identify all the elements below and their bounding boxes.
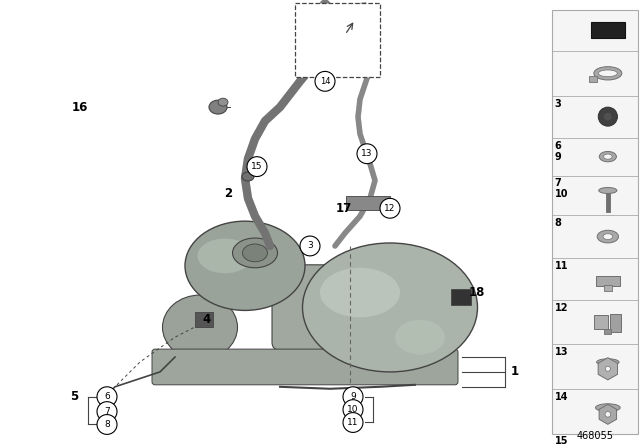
Ellipse shape (604, 154, 612, 159)
FancyBboxPatch shape (552, 10, 638, 435)
Ellipse shape (185, 221, 305, 310)
Text: 8: 8 (104, 420, 110, 429)
Ellipse shape (198, 238, 253, 273)
Ellipse shape (599, 188, 617, 194)
Text: 4: 4 (203, 313, 211, 326)
FancyBboxPatch shape (604, 329, 611, 334)
FancyBboxPatch shape (195, 312, 213, 327)
Text: 6: 6 (104, 392, 110, 401)
Text: 10: 10 (348, 405, 359, 414)
Ellipse shape (594, 67, 622, 80)
Text: 5: 5 (70, 390, 78, 403)
Ellipse shape (605, 412, 611, 417)
FancyBboxPatch shape (346, 196, 390, 210)
Text: 11: 11 (348, 418, 359, 427)
Circle shape (343, 400, 363, 419)
Circle shape (357, 144, 377, 164)
Text: 15: 15 (555, 436, 568, 446)
Ellipse shape (597, 230, 618, 243)
Ellipse shape (163, 295, 237, 359)
Text: 6
9: 6 9 (555, 141, 561, 162)
Text: 1: 1 (511, 366, 519, 379)
Circle shape (315, 71, 335, 91)
FancyBboxPatch shape (591, 22, 625, 39)
Circle shape (343, 413, 363, 432)
Text: 13: 13 (555, 347, 568, 358)
Ellipse shape (395, 320, 445, 354)
FancyBboxPatch shape (610, 314, 621, 332)
Circle shape (97, 402, 117, 422)
Ellipse shape (218, 98, 228, 106)
FancyBboxPatch shape (596, 276, 620, 286)
Text: 3: 3 (307, 241, 313, 250)
Ellipse shape (596, 359, 619, 366)
Ellipse shape (603, 234, 612, 240)
Circle shape (300, 236, 320, 256)
Text: 16: 16 (72, 101, 88, 114)
Text: 3: 3 (555, 99, 561, 108)
Text: 468055: 468055 (577, 431, 613, 441)
Ellipse shape (605, 366, 611, 371)
Circle shape (97, 387, 117, 407)
Circle shape (380, 198, 400, 218)
Circle shape (247, 157, 267, 177)
Text: 9: 9 (350, 392, 356, 401)
Text: 7
10: 7 10 (555, 178, 568, 199)
Text: 17: 17 (336, 202, 352, 215)
Ellipse shape (209, 100, 227, 114)
Text: 18: 18 (469, 286, 485, 299)
Ellipse shape (604, 112, 612, 121)
Text: 7: 7 (104, 407, 110, 416)
Text: 12: 12 (555, 303, 568, 313)
Text: 13: 13 (361, 149, 372, 158)
Ellipse shape (599, 151, 616, 162)
Text: 15: 15 (252, 162, 263, 171)
Ellipse shape (232, 238, 278, 268)
Circle shape (343, 387, 363, 407)
Ellipse shape (595, 404, 620, 412)
Ellipse shape (303, 243, 477, 372)
FancyBboxPatch shape (589, 76, 596, 82)
Text: 8: 8 (555, 219, 561, 228)
Text: 14: 14 (320, 77, 330, 86)
Ellipse shape (598, 107, 618, 126)
FancyBboxPatch shape (295, 3, 380, 78)
Ellipse shape (243, 244, 268, 262)
Text: 12: 12 (384, 204, 396, 213)
FancyBboxPatch shape (604, 285, 612, 292)
FancyBboxPatch shape (595, 315, 608, 329)
FancyBboxPatch shape (272, 265, 378, 350)
Text: 14: 14 (555, 392, 568, 402)
Text: 11: 11 (555, 261, 568, 271)
Circle shape (97, 414, 117, 435)
Ellipse shape (598, 70, 618, 77)
Ellipse shape (320, 268, 400, 317)
Text: 2: 2 (224, 187, 232, 200)
Ellipse shape (242, 172, 254, 181)
FancyBboxPatch shape (152, 349, 458, 385)
FancyBboxPatch shape (451, 289, 471, 306)
